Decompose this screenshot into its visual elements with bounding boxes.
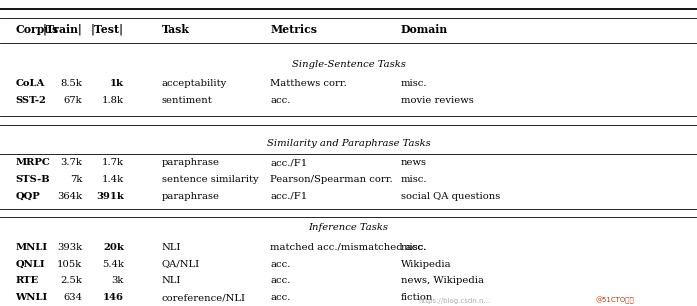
Text: news, Wikipedia: news, Wikipedia	[401, 276, 484, 285]
Text: Domain: Domain	[401, 24, 448, 35]
Text: RTE: RTE	[15, 276, 38, 285]
Text: 20k: 20k	[103, 243, 124, 252]
Text: 7k: 7k	[70, 175, 82, 184]
Text: 146: 146	[103, 293, 124, 302]
Text: 1.7k: 1.7k	[102, 158, 124, 167]
Text: Corpus: Corpus	[15, 24, 59, 35]
Text: acc.: acc.	[270, 293, 291, 302]
Text: 8.5k: 8.5k	[61, 79, 82, 88]
Text: @51CTO博客: @51CTO博客	[596, 297, 635, 304]
Text: 1.8k: 1.8k	[102, 96, 124, 105]
Text: 67k: 67k	[63, 96, 82, 105]
Text: 634: 634	[63, 293, 82, 302]
Text: 391k: 391k	[96, 192, 124, 201]
Text: sentiment: sentiment	[162, 96, 213, 105]
Text: |Test|: |Test|	[91, 23, 124, 35]
Text: paraphrase: paraphrase	[162, 192, 220, 201]
Text: NLI: NLI	[162, 276, 181, 285]
Text: matched acc./mismatched acc.: matched acc./mismatched acc.	[270, 243, 427, 252]
Text: misc.: misc.	[401, 243, 427, 252]
Text: acceptability: acceptability	[162, 79, 227, 88]
Text: Pearson/Spearman corr.: Pearson/Spearman corr.	[270, 175, 393, 184]
Text: 5.4k: 5.4k	[102, 259, 124, 269]
Text: 2.5k: 2.5k	[61, 276, 82, 285]
Text: fiction: fiction	[401, 293, 433, 302]
Text: |Train|: |Train|	[43, 23, 82, 35]
Text: CoLA: CoLA	[15, 79, 45, 88]
Text: Inference Tasks: Inference Tasks	[309, 223, 388, 233]
Text: 1.4k: 1.4k	[102, 175, 124, 184]
Text: MNLI: MNLI	[15, 243, 47, 252]
Text: Single-Sentence Tasks: Single-Sentence Tasks	[291, 60, 406, 69]
Text: QA/NLI: QA/NLI	[162, 259, 200, 269]
Text: misc.: misc.	[401, 79, 427, 88]
Text: acc./F1: acc./F1	[270, 158, 307, 167]
Text: 105k: 105k	[57, 259, 82, 269]
Text: sentence similarity: sentence similarity	[162, 175, 259, 184]
Text: Task: Task	[162, 24, 190, 35]
Text: misc.: misc.	[401, 175, 427, 184]
Text: 364k: 364k	[57, 192, 82, 201]
Text: SST-2: SST-2	[15, 96, 46, 105]
Text: Metrics: Metrics	[270, 24, 317, 35]
Text: STS-B: STS-B	[15, 175, 50, 184]
Text: 393k: 393k	[57, 243, 82, 252]
Text: movie reviews: movie reviews	[401, 96, 473, 105]
Text: acc.: acc.	[270, 276, 291, 285]
Text: 3.7k: 3.7k	[61, 158, 82, 167]
Text: Wikipedia: Wikipedia	[401, 259, 452, 269]
Text: news: news	[401, 158, 427, 167]
Text: MRPC: MRPC	[15, 158, 50, 167]
Text: QNLI: QNLI	[15, 259, 45, 269]
Text: WNLI: WNLI	[15, 293, 47, 302]
Text: 1k: 1k	[110, 79, 124, 88]
Text: acc.: acc.	[270, 96, 291, 105]
Text: Similarity and Paraphrase Tasks: Similarity and Paraphrase Tasks	[267, 139, 430, 148]
Text: Matthews corr.: Matthews corr.	[270, 79, 347, 88]
Text: QQP: QQP	[15, 192, 40, 201]
Text: coreference/NLI: coreference/NLI	[162, 293, 246, 302]
Text: 3k: 3k	[112, 276, 124, 285]
Text: acc.: acc.	[270, 259, 291, 269]
Text: acc./F1: acc./F1	[270, 192, 307, 201]
Text: NLI: NLI	[162, 243, 181, 252]
Text: social QA questions: social QA questions	[401, 192, 500, 201]
Text: paraphrase: paraphrase	[162, 158, 220, 167]
Text: https://blog.csdn.n...: https://blog.csdn.n...	[418, 298, 491, 304]
